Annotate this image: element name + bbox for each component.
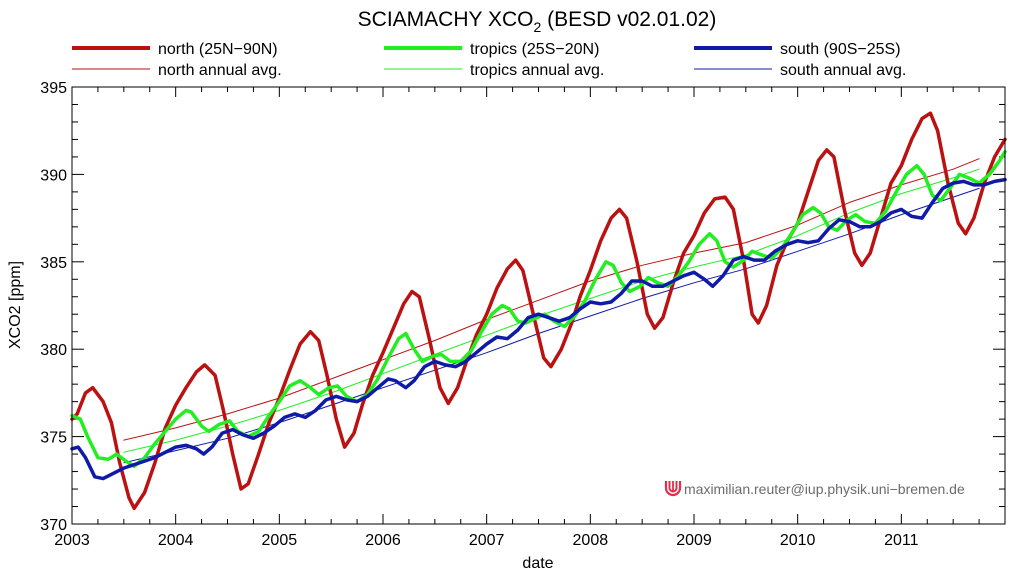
- x-tick-label: 2010: [780, 532, 816, 549]
- y-tick-label: 380: [40, 342, 67, 359]
- legend-label-south: south (90S−25S): [780, 41, 901, 58]
- credit: maximilian.reuter@iup.physik.uni−bremen.…: [664, 481, 965, 497]
- x-tick-label: 2005: [262, 532, 298, 549]
- x-tick-label: 2004: [158, 532, 194, 549]
- x-tick-label: 2006: [365, 532, 401, 549]
- legend-label-tropics: tropics (25S−20N): [470, 41, 599, 58]
- legend-label-north-avg: north annual avg.: [158, 62, 282, 79]
- chart-title-rest: (BESD v02.01.02): [541, 8, 716, 31]
- y-tick-label: 385: [40, 255, 67, 272]
- credit-email: maximilian.reuter@iup.physik.uni−bremen.…: [684, 481, 965, 497]
- series-layer: [70, 111, 1007, 511]
- y-axis-label: XCO2 [ppm]: [7, 261, 24, 349]
- legend-label-south-avg: south annual avg.: [780, 62, 906, 79]
- university-bremen-logo-icon: [664, 481, 682, 497]
- chart-title-main: SCIAMACHY XCO: [358, 8, 534, 31]
- plot-frame: [71, 86, 1006, 525]
- tick-labels: 2003 2004 2005 2006 2007 2008 2009 2010 2011 370 3…: [40, 80, 918, 549]
- x-axis-label: date: [522, 555, 553, 572]
- x-tick-label: 2009: [676, 532, 712, 549]
- y-tick-label: 370: [40, 517, 67, 534]
- series-line-north-avg: [123, 158, 980, 441]
- series-line-tropics: [70, 149, 1007, 469]
- y-tick-label: 395: [40, 80, 67, 97]
- x-tick-label: 2003: [54, 532, 90, 549]
- legend-label-tropics-avg: tropics annual avg.: [470, 62, 604, 79]
- legend: north (25N−90N) tropics (25S−20N) south …: [72, 41, 906, 79]
- series-line-south: [70, 177, 1007, 481]
- x-tick-label: 2008: [573, 532, 609, 549]
- legend-label-north: north (25N−90N): [158, 41, 278, 58]
- x-tick-label: 2011: [884, 532, 919, 549]
- series-line-tropics-avg: [123, 168, 980, 453]
- chart-title: SCIAMACHY XCO2 (BESD v02.01.02): [358, 8, 717, 35]
- x-tick-label: 2007: [469, 532, 505, 549]
- y-tick-label: 375: [40, 430, 67, 447]
- chart-title-subscript: 2: [533, 19, 541, 35]
- y-tick-label: 390: [40, 167, 67, 184]
- axis-ticks: [71, 86, 1005, 525]
